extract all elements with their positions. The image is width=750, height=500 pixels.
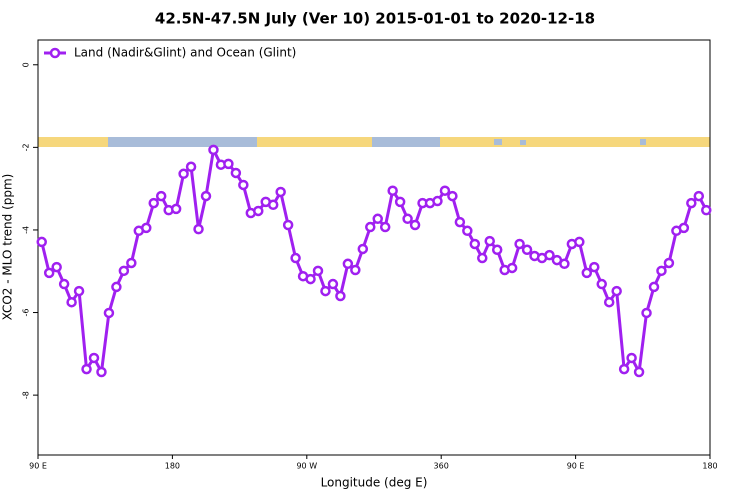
data-point [387,185,398,196]
data-point [320,285,331,297]
data-point [379,221,391,233]
x-tick-label: 90 E [567,462,585,471]
y-axis-label: XCO2 - MLO trend (ppm) [1,174,15,321]
x-tick-label: 180 [165,462,180,471]
data-point [66,296,77,308]
data-point [170,203,182,215]
data-point [409,219,421,231]
data-point [701,204,712,216]
data-point [454,216,466,228]
data-point [126,257,137,269]
x-axis-label: Longitude (deg E) [321,476,428,490]
data-point [596,278,607,290]
data-point [544,249,555,261]
data-point [312,265,324,277]
data-point [484,235,495,247]
data-point [641,307,652,319]
plot-frame [37,39,711,456]
data-point [477,252,488,264]
data-point [447,190,458,202]
data-point [439,185,451,196]
y-tick-label: -4 [22,226,31,234]
data-point [589,261,600,273]
data-point [148,197,159,209]
data-point [521,244,533,256]
x-tick-label: 90 W [296,462,317,471]
data-point [223,158,234,170]
y-tick-label: -8 [22,391,31,399]
data-point [200,190,212,202]
data-point [365,221,376,233]
y-tick-label: -2 [22,143,31,151]
data-point [342,258,354,270]
chart-title: 42.5N-47.5N July (Ver 10) 2015-01-01 to … [155,10,595,28]
data-point [118,265,130,277]
data-point [469,238,481,250]
legend-label: Land (Nadir&Glint) and Ocean (Glint) [74,46,296,60]
data-point [193,223,204,235]
data-point [394,196,406,208]
data-point [103,307,115,319]
data-point [514,238,525,250]
data-point [155,190,167,202]
data-point [111,281,122,293]
data-point [96,366,107,378]
data-point [290,252,301,264]
data-point [686,197,697,209]
data-point [43,267,55,279]
data-point [208,144,219,156]
data-point [656,265,667,277]
data-point [603,296,615,308]
data-point [663,257,675,269]
data-point [88,352,100,364]
data-point [282,219,294,231]
data-point [81,363,92,375]
data-point [559,258,570,270]
data-point [491,244,503,256]
data-point [141,222,152,234]
data-point [678,222,690,234]
data-point [618,363,630,375]
data-point [633,366,645,378]
x-tick-label: 180 [702,462,717,471]
data-point [178,168,189,180]
data-point [372,213,383,225]
land-ocean-strip [38,137,710,147]
data-point [432,195,443,207]
y-tick-label: -6 [22,309,31,317]
x-tick-label: 360 [434,462,449,471]
data-point [626,352,637,364]
data-point [238,179,249,191]
data-point [58,278,70,290]
data-point [574,236,585,248]
legend-marker [49,47,61,59]
data-point [275,186,286,198]
data-point [51,261,62,273]
data-point [402,213,413,225]
data-point [506,262,518,274]
data-point [693,190,705,202]
y-tick-label: 0 [22,62,31,67]
data-point [305,273,316,285]
data-point [73,285,85,297]
data-point [267,199,279,211]
data-point [230,167,242,179]
data-point [648,281,660,293]
data-point [36,236,47,248]
data-line [40,148,708,374]
data-point [581,267,593,279]
data-point [462,225,473,237]
data-point [253,205,264,217]
data-point [327,278,339,290]
data-point [185,161,197,173]
x-tick-label: 90 E [29,462,47,471]
data-point [357,243,369,255]
data-point [611,285,622,297]
data-point [335,290,346,302]
data-point [350,264,361,276]
